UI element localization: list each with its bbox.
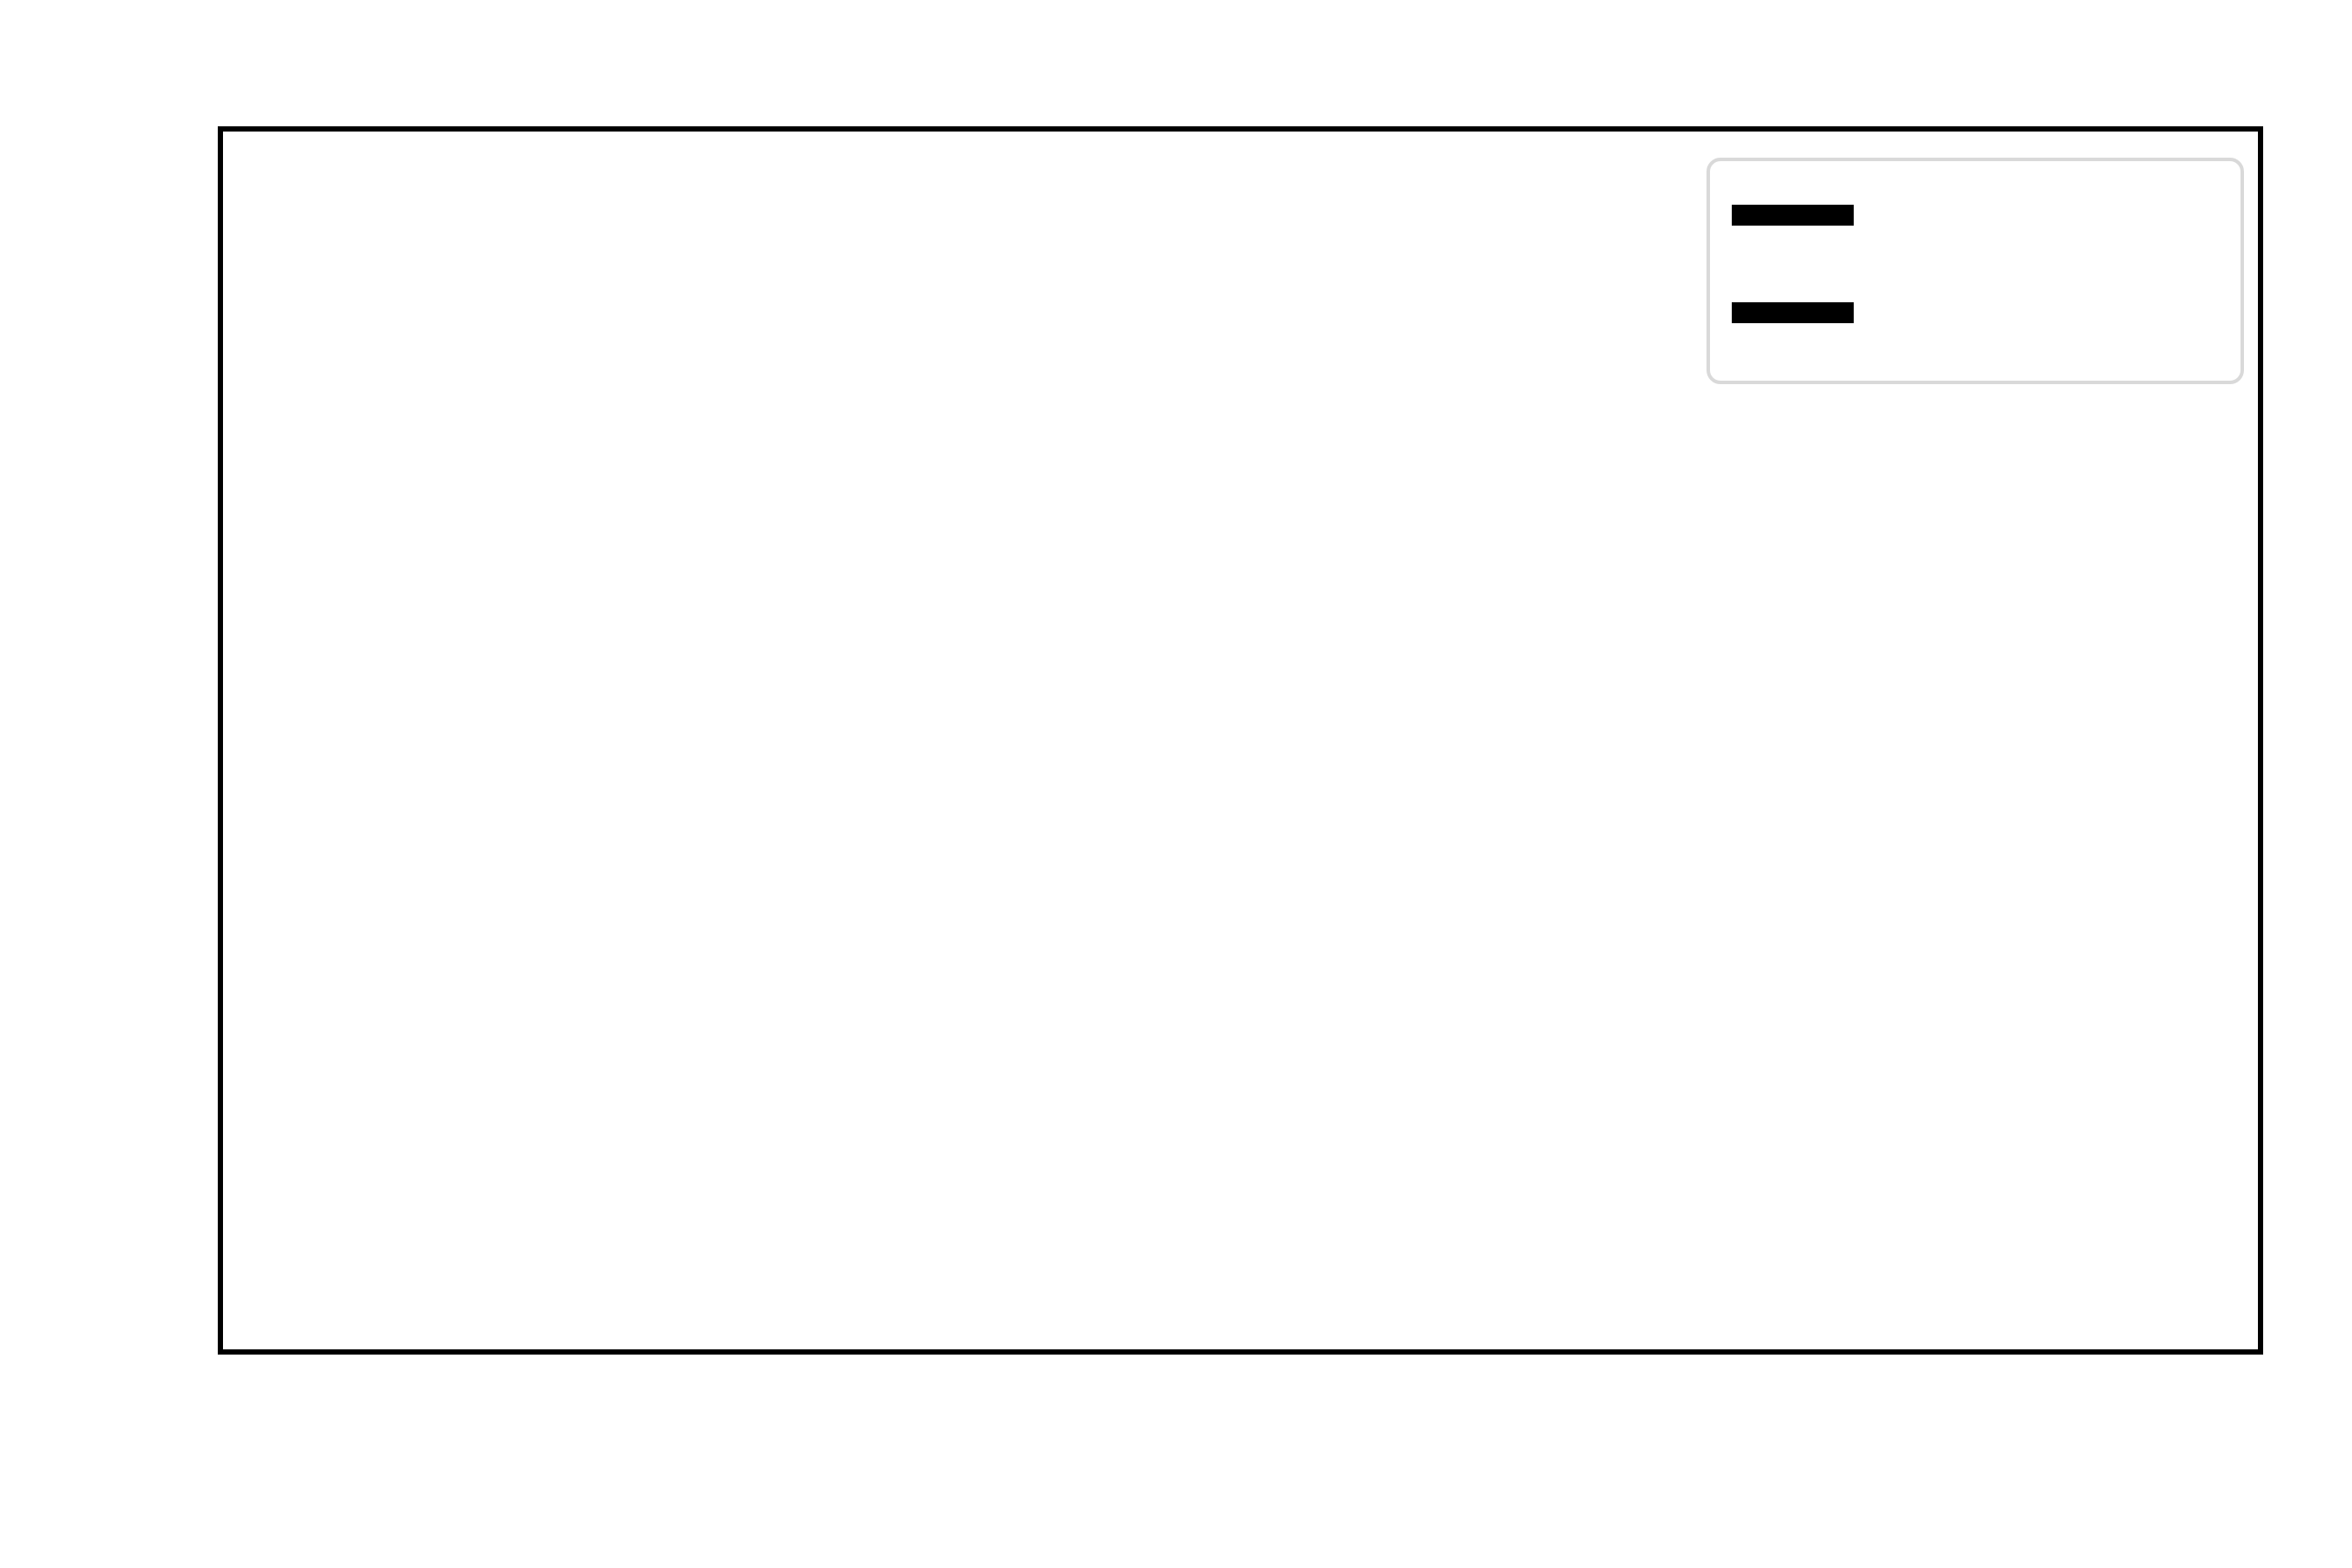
- legend-box: [1707, 158, 2244, 384]
- axes-frame: [218, 126, 2263, 1355]
- legend-handle-peptide-bb-lipid-tails: [1732, 302, 1854, 323]
- legend-handle-peptide-bb-lipid-hgs: [1732, 205, 1854, 226]
- legend: [1707, 158, 2244, 384]
